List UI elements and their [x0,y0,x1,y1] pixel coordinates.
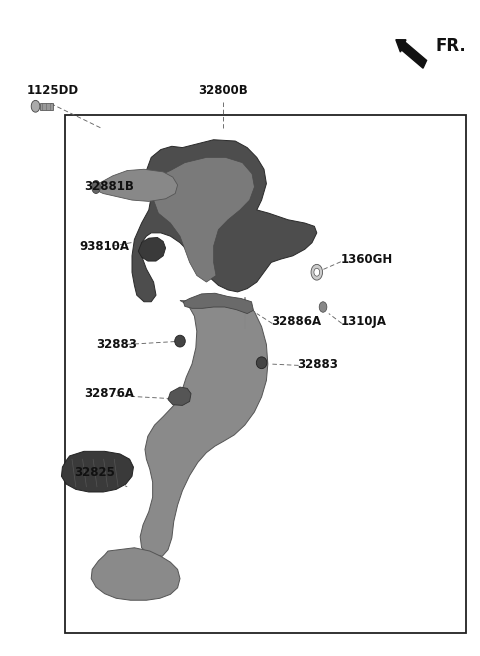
Text: 32886A: 32886A [271,315,321,328]
Polygon shape [132,140,317,302]
Circle shape [319,302,327,312]
Text: 1125DD: 1125DD [26,84,79,97]
Text: 32876A: 32876A [84,387,134,400]
Polygon shape [91,548,180,600]
Polygon shape [61,451,133,492]
Text: 1310JA: 1310JA [341,315,387,328]
Text: FR.: FR. [436,37,467,55]
Text: 32825: 32825 [74,466,115,479]
Ellipse shape [92,180,100,194]
Circle shape [311,264,323,280]
Ellipse shape [175,335,185,347]
Circle shape [314,268,320,276]
Text: 32881B: 32881B [84,180,134,194]
Polygon shape [138,237,166,261]
Polygon shape [183,293,253,314]
Text: 1360GH: 1360GH [341,253,393,266]
Bar [40,103,53,110]
Polygon shape [154,157,254,282]
Ellipse shape [256,357,267,369]
Polygon shape [96,169,178,201]
Text: 93810A: 93810A [79,239,129,253]
Polygon shape [140,300,268,556]
Text: 32800B: 32800B [198,84,248,97]
FancyArrow shape [396,39,427,68]
Text: 32883: 32883 [298,358,338,371]
Circle shape [31,100,40,112]
Polygon shape [168,387,191,405]
Bar [65,115,466,633]
Text: 32883: 32883 [96,338,137,351]
